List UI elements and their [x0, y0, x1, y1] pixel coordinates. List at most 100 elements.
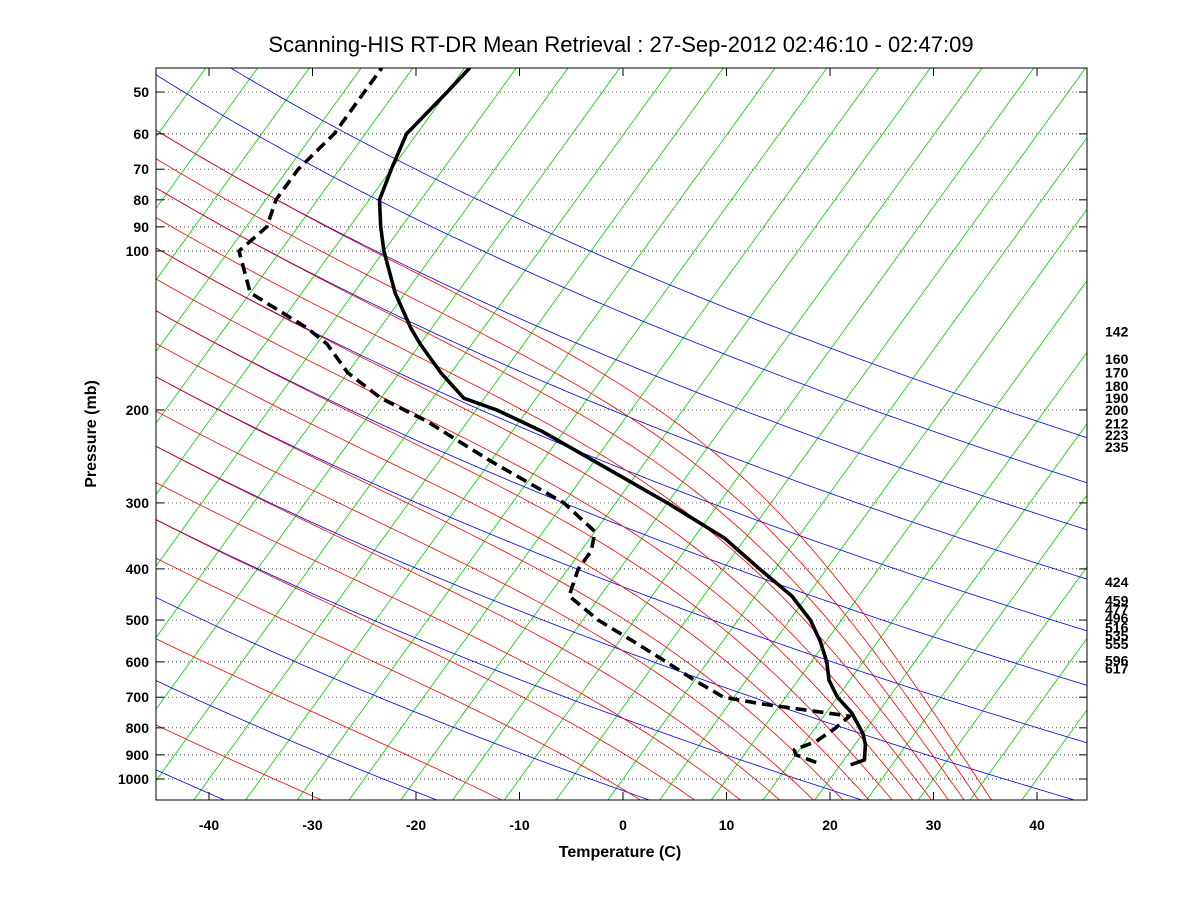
y-tick-label: 60: [133, 126, 149, 142]
y-tick-label: 800: [126, 720, 150, 736]
moist-adiabat-line: [156, 310, 893, 800]
isotherm-line: [156, 68, 414, 424]
right-level-label: 535: [1105, 628, 1129, 644]
right-level-label: 200: [1105, 402, 1129, 418]
isotherm-line: [156, 68, 258, 210]
moist-adiabat-line: [156, 247, 932, 800]
plot-area: [156, 68, 1087, 800]
isotherm-line: [156, 68, 569, 639]
y-tick-label: 200: [126, 402, 150, 418]
dry-adiabat-line: [156, 310, 1087, 686]
right-level-label: 235: [1105, 439, 1129, 455]
isotherm-line: [156, 68, 672, 782]
moist-adiabat-line: [156, 217, 949, 800]
right-level-label: 160: [1105, 351, 1129, 367]
isotherm-line: [762, 351, 1087, 800]
isotherm-line: [296, 68, 828, 800]
dry-adiabat-line: [156, 519, 862, 800]
isotherm-line: [452, 68, 983, 800]
right-level-label: 477: [1105, 601, 1129, 617]
moist-adiabat-line: [156, 557, 641, 800]
y-axis-ticks: 50 60 70 80 90 100 200 300 400 500 600 700 800 900 100…: [118, 84, 1087, 787]
x-tick-label: -20: [406, 817, 426, 833]
dry-adiabat-line: [156, 597, 650, 800]
right-level-label: 555: [1105, 636, 1129, 652]
isotherm-line: [555, 68, 1086, 800]
y-tick-label: 100: [126, 243, 150, 259]
right-level-label: 180: [1105, 378, 1129, 394]
y-tick-label: 70: [133, 161, 149, 177]
isotherm-line: [866, 494, 1087, 800]
y-tick-label: 400: [126, 561, 150, 577]
isotherm-line: [156, 68, 362, 353]
x-tick-label: -10: [509, 817, 529, 833]
isotherm-line: [607, 136, 1087, 800]
moist-adiabat-line: [156, 482, 741, 800]
x-tick-label: 40: [1029, 817, 1045, 833]
dry-adiabat-line: [230, 68, 1087, 439]
profile-series: [237, 68, 868, 767]
moist-adiabat-line: [156, 278, 914, 800]
moist-adiabat-line: [156, 187, 965, 800]
right-level-label: 596: [1105, 652, 1129, 668]
moist-adiabat-line: [156, 158, 979, 800]
x-tick-label: 20: [822, 817, 838, 833]
y-tick-label: 90: [133, 219, 149, 235]
isotherm-line: [659, 208, 1087, 800]
x-axis-label: Temperature (C): [559, 844, 681, 861]
right-level-label: 190: [1105, 390, 1129, 406]
isotherm-line: [400, 68, 931, 800]
moist-adiabat-line: [156, 410, 814, 800]
moist-adiabat-line: [156, 343, 870, 800]
x-tick-label: 10: [719, 817, 735, 833]
right-level-label: 617: [1105, 660, 1129, 676]
x-axis-ticks: -40 -30 -20 -10 0 10 20 30 40: [199, 68, 1045, 833]
moist-adiabat-lines: [156, 129, 992, 800]
isotherm-line: [503, 68, 1035, 800]
y-tick-label: 900: [126, 747, 150, 763]
isotherm-line: [156, 68, 517, 567]
isotherm-line: [156, 68, 621, 710]
right-level-label: 424: [1105, 574, 1129, 590]
dewpoint-profile-line: [237, 68, 852, 765]
x-tick-label: 30: [926, 817, 942, 833]
y-tick-label: 300: [126, 495, 150, 511]
dry-adiabat-line: [156, 445, 1075, 800]
temperature-profile-line: [377, 68, 868, 767]
x-tick-label: 0: [619, 817, 627, 833]
x-tick-label: -40: [199, 817, 219, 833]
right-level-label: 223: [1105, 427, 1129, 443]
moist-adiabat-line: [156, 129, 992, 800]
isotherm-line: [969, 637, 1087, 800]
isotherm-line: [710, 279, 1087, 800]
dry-adiabat-line: [156, 74, 1087, 484]
isotherm-line: [193, 68, 724, 800]
right-level-label: 496: [1105, 610, 1129, 626]
right-level-label: 170: [1105, 365, 1129, 381]
right-level-label: 459: [1105, 592, 1129, 608]
moist-adiabat-line: [156, 445, 780, 800]
right-level-label: 212: [1105, 415, 1129, 431]
y-tick-label: 50: [133, 84, 149, 100]
y-tick-label: 500: [126, 612, 150, 628]
y-tick-label: 80: [133, 192, 149, 208]
moist-adiabat-line: [156, 638, 502, 800]
right-level-label: 142: [1105, 323, 1129, 339]
isotherm-lines: [156, 68, 1087, 800]
x-tick-label: -30: [302, 817, 322, 833]
dry-adiabat-line: [156, 376, 1087, 744]
isotherm-line: [814, 423, 1087, 800]
y-tick-label: 1000: [118, 771, 149, 787]
y-axis-label: Pressure (mb): [83, 380, 100, 488]
isotherm-line: [348, 68, 879, 800]
plot-frame: [155, 67, 1088, 801]
chart-title: Scanning-HIS RT-DR Mean Retrieval : 27-S…: [268, 32, 973, 57]
dry-adiabat-line: [156, 247, 1087, 632]
y-tick-label: 700: [126, 689, 150, 705]
moist-adiabat-line: [156, 519, 695, 800]
moist-adiabat-line: [156, 376, 844, 800]
y-tick-label: 600: [126, 654, 150, 670]
isotherm-line: [917, 566, 1087, 800]
